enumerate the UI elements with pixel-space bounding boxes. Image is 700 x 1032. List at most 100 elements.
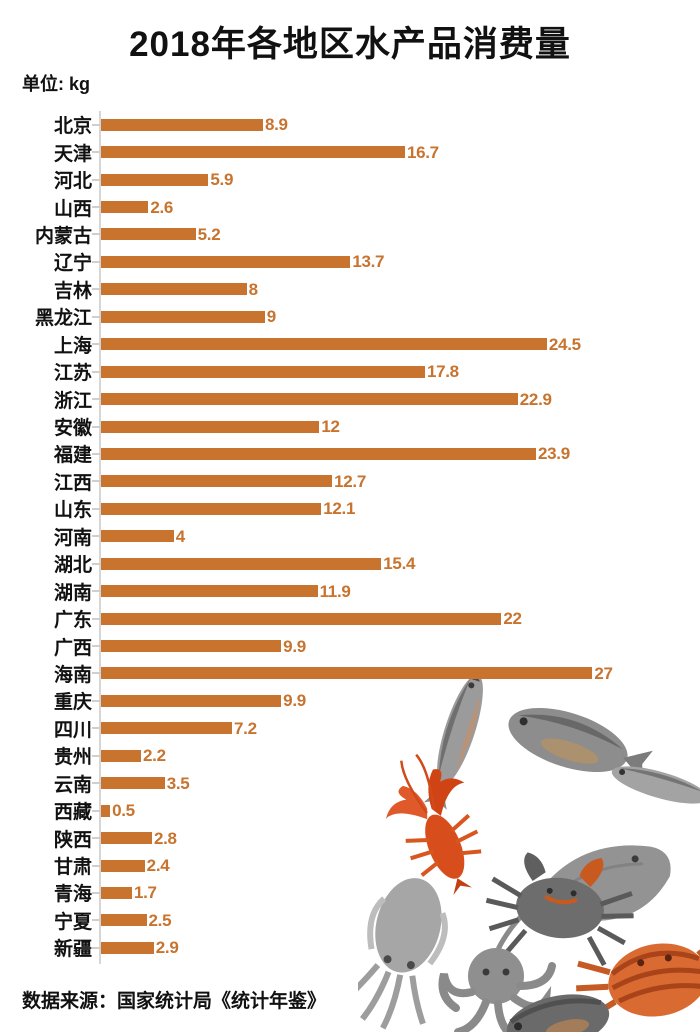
bar-row: 河北 5.9	[0, 166, 700, 193]
bar	[101, 749, 142, 762]
category-label: 重庆	[53, 692, 92, 714]
axis-tick	[92, 837, 101, 840]
bar	[101, 804, 111, 817]
bar	[101, 859, 145, 872]
bar-row: 辽宁 13.7	[0, 248, 700, 275]
value-label: 24.5	[548, 334, 581, 354]
category-label: 陕西	[53, 829, 92, 851]
category-label: 福建	[53, 445, 92, 467]
category-label: 天津	[53, 143, 92, 165]
bar-row: 天津 16.7	[0, 138, 700, 165]
category-label: 江苏	[53, 363, 92, 385]
axis-tick	[92, 343, 101, 346]
category-label: 云南	[53, 774, 92, 796]
category-label: 宁夏	[53, 911, 92, 933]
value-label: 23.9	[537, 444, 570, 464]
bar-row: 安徽 12	[0, 413, 700, 440]
bar	[101, 146, 405, 159]
value-label: 9	[266, 307, 276, 327]
axis-tick	[92, 398, 101, 401]
category-label: 广西	[53, 637, 92, 659]
category-label: 湖南	[53, 582, 92, 604]
axis-tick	[92, 260, 101, 263]
dark-crab-icon	[485, 852, 634, 967]
category-label: 浙江	[53, 390, 92, 412]
bar-row: 甘肃 2.4	[0, 852, 700, 879]
bar	[101, 612, 502, 625]
axis-tick	[92, 754, 101, 757]
axis-tick	[92, 151, 101, 154]
category-label: 新疆	[53, 939, 92, 961]
category-label: 湖北	[53, 555, 92, 577]
category-label: 山西	[53, 198, 92, 220]
bream-fish-icon	[508, 707, 653, 782]
bar	[101, 694, 282, 707]
value-label: 27	[594, 663, 613, 683]
axis-tick	[92, 699, 101, 702]
axis-tick	[92, 645, 101, 648]
axis-tick	[92, 535, 101, 538]
value-label: 5.2	[197, 224, 221, 244]
bottom-fish-icon	[506, 994, 610, 1032]
category-label: 贵州	[53, 747, 92, 769]
bar	[101, 640, 282, 653]
bar-row: 福建 23.9	[0, 440, 700, 467]
value-label: 7.2	[234, 718, 257, 738]
value-label: 0.5	[112, 801, 135, 821]
bar	[101, 914, 147, 927]
bar	[101, 255, 351, 268]
category-label: 河南	[53, 527, 92, 549]
bar-row: 重庆 9.9	[0, 687, 700, 714]
bar-row: 海南 27	[0, 660, 700, 687]
cuttlefish-icon	[358, 878, 448, 1030]
value-label: 11.9	[319, 581, 351, 601]
axis-tick	[92, 562, 101, 565]
bar	[101, 777, 165, 790]
octopus-icon	[438, 948, 556, 1032]
bar-row: 江苏 17.8	[0, 358, 700, 385]
bar-chart: 北京 8.9 天津 16.7 河北 5.9 山西 2.6 内蒙古 5.2 辽宁 13.7 吉林 8 黑龙江 9…	[0, 111, 700, 962]
axis-tick	[92, 425, 101, 428]
category-label: 安徽	[53, 418, 92, 440]
bar	[101, 886, 132, 899]
bar	[101, 585, 318, 598]
category-label: 海南	[53, 664, 92, 686]
bar	[101, 365, 425, 378]
axis-tick	[92, 782, 101, 785]
chart-title: 2018年各地区水产品消费量	[129, 25, 571, 64]
y-axis-line	[99, 111, 101, 964]
bar-row: 黑龙江 9	[0, 303, 700, 330]
axis-tick	[92, 288, 101, 291]
axis-tick	[92, 507, 101, 510]
axis-tick	[92, 370, 101, 373]
axis-tick	[92, 206, 101, 209]
data-source: 数据来源：国家统计局《统计年鉴》	[22, 991, 327, 1012]
axis-tick	[92, 809, 101, 812]
value-label: 8	[248, 279, 258, 299]
bar-row: 云南 3.5	[0, 770, 700, 797]
category-label: 黑龙江	[34, 308, 92, 330]
bar-row: 广西 9.9	[0, 632, 700, 659]
bar	[101, 283, 247, 296]
value-label: 4	[175, 526, 185, 546]
bar	[101, 722, 233, 735]
bar	[101, 832, 152, 845]
value-label: 17.8	[426, 362, 459, 382]
category-label: 河北	[53, 171, 92, 193]
bar	[101, 557, 382, 570]
bar-row: 宁夏 2.5	[0, 907, 700, 934]
bar	[101, 338, 547, 351]
value-label: 16.7	[406, 142, 439, 162]
bar	[101, 118, 263, 131]
value-label: 1.7	[133, 883, 157, 903]
value-label: 13.7	[352, 252, 385, 272]
axis-tick	[92, 590, 101, 593]
category-label: 北京	[53, 116, 92, 138]
category-label: 青海	[53, 884, 92, 906]
bar-row: 浙江 22.9	[0, 385, 700, 412]
bar	[101, 393, 518, 406]
bar-row: 河南 4	[0, 523, 700, 550]
axis-tick	[92, 452, 101, 455]
bar-row: 西藏 0.5	[0, 797, 700, 824]
